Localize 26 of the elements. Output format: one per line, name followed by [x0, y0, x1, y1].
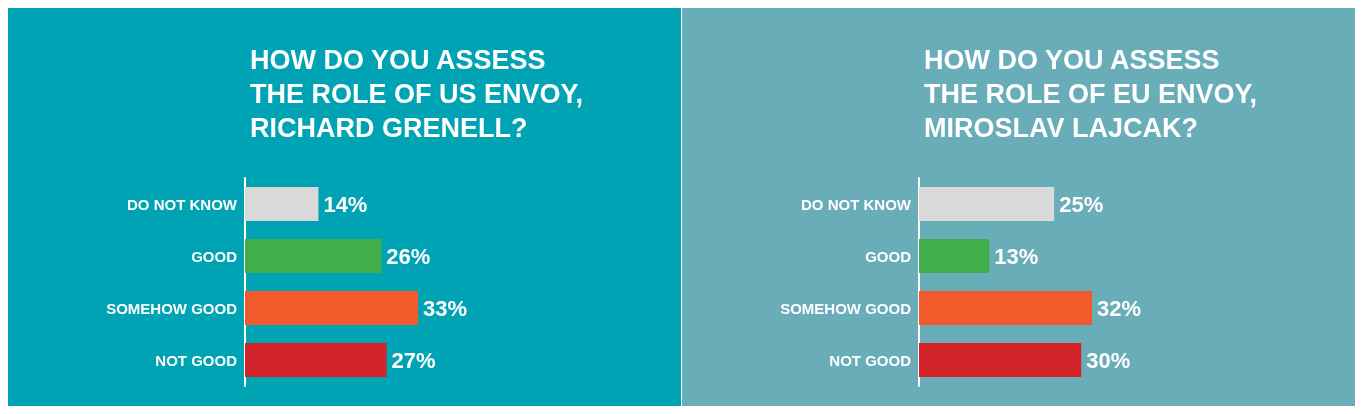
y-tick-label: GOOD	[191, 247, 238, 265]
bar	[245, 239, 382, 273]
bar	[245, 343, 387, 377]
data-label: 26%	[386, 243, 431, 269]
y-tick-label: NOT GOOD	[155, 351, 238, 369]
y-tick-label: GOOD	[865, 247, 912, 265]
y-tick-label: DO NOT KNOW	[801, 195, 912, 213]
chart-title: HOW DO YOU ASSESS THE ROLE OF EU ENVOY, MIROSLAV LAJCAK?	[924, 45, 1258, 143]
bar	[245, 291, 418, 325]
bar	[919, 239, 990, 273]
data-label: 30%	[1086, 347, 1131, 373]
bar	[919, 187, 1055, 221]
y-tick-label: DO NOT KNOW	[127, 195, 238, 213]
data-label: 13%	[994, 243, 1039, 269]
data-label: 33%	[423, 295, 468, 321]
data-label: 32%	[1097, 295, 1142, 321]
data-label: 27%	[391, 347, 436, 373]
bar	[919, 291, 1092, 325]
chart-title: HOW DO YOU ASSESS THE ROLE OF US ENVOY, RICHARD GRENELL?	[250, 45, 584, 143]
y-tick-label: NOT GOOD	[829, 351, 912, 369]
y-tick-label: SOMEHOW GOOD	[780, 299, 912, 317]
y-tick-label: SOMEHOW GOOD	[106, 299, 238, 317]
bar	[919, 343, 1082, 377]
bar	[245, 187, 319, 221]
data-label: 14%	[323, 191, 368, 217]
data-label: 25%	[1059, 191, 1104, 217]
